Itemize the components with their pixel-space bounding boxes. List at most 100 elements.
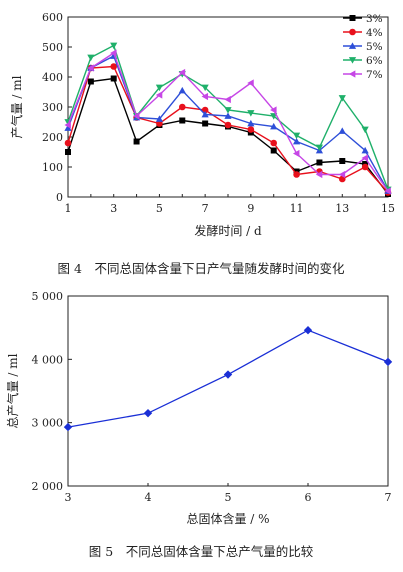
data-point-4%: [224, 121, 232, 129]
total-gas-point: [143, 408, 153, 418]
data-point-7%: [201, 92, 209, 101]
data-point-5%: [64, 124, 72, 131]
data-point-5%: [292, 137, 301, 145]
data-point-5%: [247, 119, 255, 127]
data-point-4%: [361, 163, 369, 171]
chart1-caption: 图 4 不同总固体含量下日产气量随发酵时间的变化: [58, 261, 345, 276]
total-gas-point: [303, 326, 313, 335]
chart1-x-ticks: 1 3 5 7 9 11 13 15: [65, 194, 395, 215]
data-point-4%: [110, 63, 118, 70]
data-point-3%: [110, 75, 117, 82]
chart1-y-tick-label: 200: [42, 131, 63, 144]
chart1-x-tick-label: 5: [156, 202, 163, 215]
data-point-7%: [384, 187, 391, 195]
data-point-3%: [316, 159, 323, 166]
chart1-x-tick-label: 9: [247, 202, 254, 215]
data-point-3%: [179, 117, 186, 124]
chart1-x-axis-label: 发酵时间 / d: [194, 223, 262, 238]
data-point-7%: [224, 95, 231, 104]
chart1-series-group: [64, 42, 392, 197]
data-point-5%: [178, 86, 186, 94]
chart1-legend: 3% 4% 5% 6% 7%: [343, 13, 383, 81]
data-point-7%: [64, 121, 71, 129]
data-point-4%: [64, 139, 72, 147]
chart1-x-tick-label: 1: [65, 202, 72, 215]
data-point-5%: [224, 112, 232, 119]
data-point-4%: [247, 126, 255, 133]
data-point-7%: [87, 64, 94, 72]
data-point-6%: [87, 54, 95, 62]
chart1-x-tick-label: 7: [202, 202, 209, 215]
chart2-x-tick-label: 5: [225, 491, 232, 504]
legend-label-4%: 4%: [366, 27, 383, 39]
data-point-3%: [202, 120, 209, 127]
data-point-6%: [155, 84, 164, 92]
data-point-6%: [338, 95, 346, 102]
data-point-7%: [110, 49, 117, 57]
chart2-y-tick-label: 4 000: [32, 353, 64, 366]
chart1-y-tick-label: 500: [42, 41, 63, 54]
legend-marker-3%: [349, 15, 356, 21]
chart1-x-tick-label: 13: [335, 202, 349, 215]
legend-marker-6%: [348, 57, 357, 64]
total-gas-point: [63, 422, 73, 432]
data-point-3%: [270, 147, 277, 154]
chart2-y-tick-label: 2 000: [32, 480, 64, 493]
data-point-7%: [270, 106, 277, 114]
data-point-7%: [178, 68, 186, 77]
data-point-3%: [133, 138, 140, 145]
chart2-x-tick-label: 4: [145, 491, 152, 504]
chart2-x-axis-label: 总固体含量 / %: [186, 511, 269, 526]
chart1-y-ticks: 0 100 200 300 400 500 600: [42, 11, 72, 204]
total-gas-point: [223, 370, 233, 379]
data-point-4%: [270, 139, 278, 147]
data-point-5%: [361, 146, 369, 154]
data-point-6%: [247, 110, 255, 117]
legend-label-3%: 3%: [366, 13, 383, 25]
data-point-7%: [361, 154, 369, 162]
legend-marker-4%: [349, 28, 356, 36]
chart1-y-tick-label: 400: [42, 71, 63, 84]
legend-marker-7%: [348, 70, 356, 78]
chart1-y-tick-label: 600: [42, 11, 63, 24]
data-point-7%: [315, 170, 323, 179]
chart2-y-tick-label: 5 000: [32, 290, 64, 303]
chart2-y-tick-label: 3 000: [32, 417, 64, 430]
data-point-4%: [201, 106, 209, 114]
chart1-y-tick-label: 100: [42, 161, 63, 174]
data-point-6%: [315, 144, 324, 152]
chart2-y-axis-label: 总产气量 / ml: [5, 353, 20, 428]
data-point-3%: [87, 78, 94, 85]
total-gas-point: [383, 357, 393, 367]
chart1-x-tick-label: 15: [381, 202, 395, 215]
total-gas-chart: 2 000 3 000 4 000 5 000 3 4 5 6 7 总产气量 / ml 总固体…: [5, 290, 393, 559]
legend-label-6%: 6%: [366, 55, 383, 67]
chart1-x-tick-label: 3: [110, 202, 117, 215]
data-point-4%: [178, 103, 186, 111]
chart1-y-tick-label: 300: [42, 101, 63, 114]
data-point-6%: [201, 84, 209, 92]
data-point-7%: [292, 149, 300, 158]
chart1-y-tick-label: 0: [56, 191, 63, 204]
chart2-plot-frame: [67, 295, 389, 487]
chart2-y-ticks: 2 000 3 000 4 000 5 000: [32, 290, 72, 493]
chart2-series-group: [63, 326, 393, 432]
data-point-6%: [292, 132, 301, 140]
data-point-5%: [270, 122, 278, 130]
legend-marker-5%: [348, 42, 357, 49]
data-point-5%: [155, 115, 164, 122]
chart2-caption: 图 5 不同总固体含量下总产气量的比较: [89, 544, 314, 559]
data-point-6%: [361, 126, 369, 134]
chart1-y-axis-label: 产气量 / ml: [9, 75, 24, 138]
chart2-x-tick-label: 3: [65, 491, 72, 504]
data-point-6%: [110, 42, 118, 50]
data-point-7%: [247, 79, 254, 87]
chart2-x-ticks: 3 4 5 6 7: [65, 483, 392, 504]
data-point-7%: [338, 170, 346, 179]
data-point-7%: [155, 91, 163, 99]
data-point-5%: [338, 127, 346, 134]
data-point-7%: [132, 112, 140, 120]
data-point-4%: [293, 171, 300, 178]
